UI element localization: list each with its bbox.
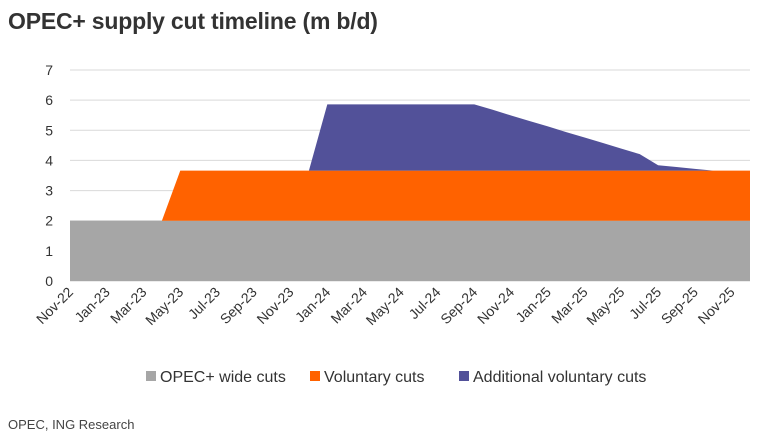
x-tick-label-mar-25: Mar-25: [548, 284, 591, 327]
wide-cuts-area: [70, 220, 750, 281]
legend-item-wide-cuts: OPEC+ wide cuts: [146, 369, 286, 386]
legend-swatch: [310, 371, 320, 381]
y-tick-label-6: 6: [45, 92, 53, 108]
x-tick-label-jan-24: Jan-24: [292, 284, 334, 326]
x-tick-label-nov-22: Nov-22: [33, 284, 76, 327]
x-axis-ticks: Nov-22Jan-23Mar-23May-23Jul-23Sep-23Nov-…: [33, 284, 738, 328]
x-tick-label-may-23: May-23: [142, 284, 186, 328]
x-tick-label-nov-25: Nov-25: [695, 284, 738, 327]
legend-swatch: [459, 371, 469, 381]
y-tick-label-2: 2: [45, 213, 53, 229]
voluntary-cuts-area: [70, 170, 750, 221]
y-tick-label-3: 3: [45, 183, 53, 199]
legend-item-additional-voluntary-cuts: Additional voluntary cuts: [459, 369, 646, 386]
legend-swatch: [146, 371, 156, 381]
legend-label: Additional voluntary cuts: [473, 369, 646, 386]
x-tick-label-nov-23: Nov-23: [253, 284, 296, 327]
y-tick-label-7: 7: [45, 62, 53, 78]
x-tick-label-mar-24: Mar-24: [327, 284, 370, 327]
chart-title: OPEC+ supply cut timeline (m b/d): [8, 8, 378, 34]
legend-item-voluntary-cuts: Voluntary cuts: [310, 369, 425, 386]
x-tick-label-may-24: May-24: [363, 284, 407, 328]
y-tick-label-0: 0: [45, 273, 53, 289]
x-tick-label-mar-23: Mar-23: [107, 284, 150, 327]
x-tick-label-sep-25: Sep-25: [658, 284, 701, 327]
x-tick-label-nov-24: Nov-24: [474, 284, 517, 327]
legend-label: Voluntary cuts: [324, 369, 425, 386]
y-axis-ticks: 0 1 2 3 4 5 6 7: [45, 62, 53, 289]
x-tick-label-sep-24: Sep-24: [437, 284, 480, 327]
y-tick-label-1: 1: [45, 243, 53, 259]
x-tick-label-jan-23: Jan-23: [71, 284, 113, 326]
area-series: [70, 104, 750, 281]
source-note: OPEC, ING Research: [8, 417, 135, 432]
legend-label: OPEC+ wide cuts: [160, 369, 286, 386]
additional-voluntary-cuts-area: [70, 104, 750, 221]
x-tick-label-may-25: May-25: [583, 284, 627, 328]
x-tick-label-jan-25: Jan-25: [512, 284, 554, 326]
y-tick-label-4: 4: [45, 152, 53, 168]
y-tick-label-5: 5: [45, 122, 53, 138]
x-tick-label-sep-23: Sep-23: [217, 284, 260, 327]
legend: OPEC+ wide cuts Voluntary cuts Additional …: [146, 369, 646, 386]
